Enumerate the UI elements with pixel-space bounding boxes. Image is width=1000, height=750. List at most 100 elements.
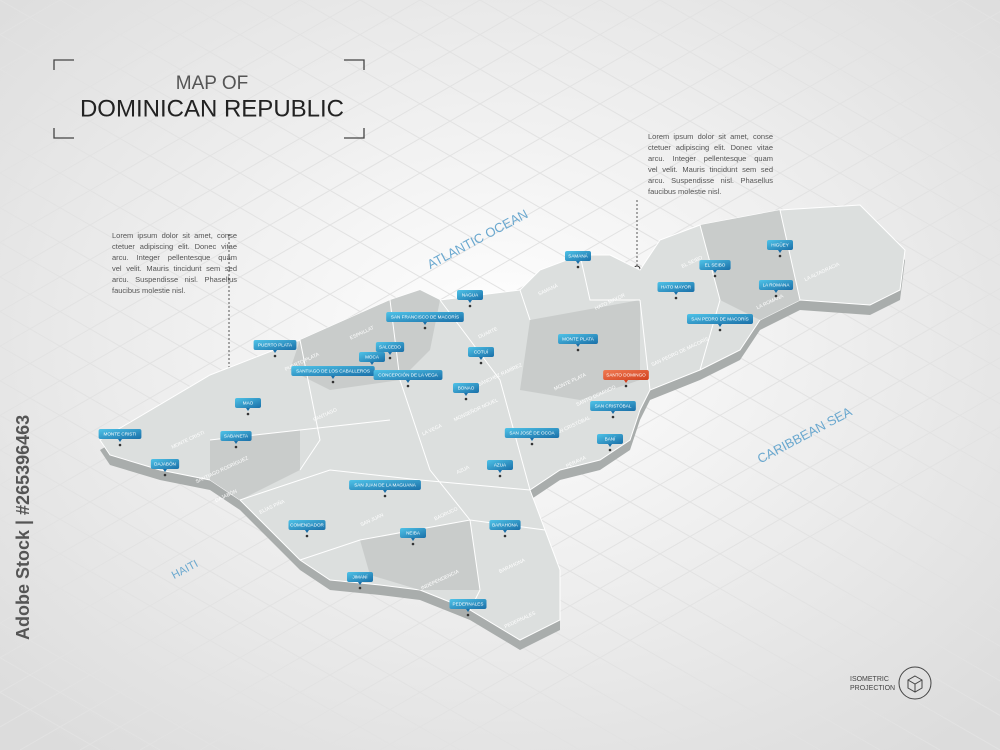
region xyxy=(700,210,800,320)
pin-label-bg xyxy=(359,352,385,362)
city-label: PEDERNALES xyxy=(453,601,484,606)
pin-dot xyxy=(624,384,628,388)
city-label: LA ROMANA xyxy=(763,282,791,287)
grid-line xyxy=(199,287,1000,750)
pin-label-bg xyxy=(220,431,252,441)
projection-label: PROJECTION xyxy=(850,685,895,692)
grid-line xyxy=(0,587,281,750)
note-line: ctetuer adipiscing elit. Donec vitae xyxy=(112,242,237,251)
grid-line xyxy=(539,0,1000,266)
pin-pointer xyxy=(576,344,580,347)
pin-dot xyxy=(713,274,717,278)
pin-pointer xyxy=(273,350,277,353)
pin-dot xyxy=(358,586,362,590)
note-line: vel velit. Mauris tincidunt sem sed xyxy=(112,264,237,273)
pin-pointer xyxy=(383,490,387,493)
pin-dot xyxy=(774,294,778,298)
pin-label-bg xyxy=(758,280,794,290)
note-line: vel velit. Mauris tincidunt sem sed xyxy=(648,165,773,174)
pin-pointer xyxy=(503,530,507,533)
grid-line xyxy=(239,0,1000,440)
note-line: arcu. Integer pellentesque quam xyxy=(112,253,237,262)
cube-icon xyxy=(907,675,923,693)
grid-line xyxy=(0,276,821,750)
pin-label-bg xyxy=(347,572,373,582)
pin-label-bg xyxy=(349,480,421,490)
city-label: DAJABÓN xyxy=(154,460,176,466)
city-label: BONAO xyxy=(458,385,475,390)
grid-line xyxy=(0,0,361,209)
pin-label-bg xyxy=(489,520,521,530)
pin-pointer xyxy=(466,609,470,612)
pin-pointer xyxy=(118,439,122,442)
city-label: SAN JUAN DE LA MAGUANA xyxy=(354,482,416,487)
city-label: JIMANÍ xyxy=(352,573,368,579)
pin-label-bg xyxy=(558,334,598,344)
watermark: Adobe Stock | #265396463 xyxy=(13,415,33,640)
pin-pointer xyxy=(774,290,778,293)
pin-dot xyxy=(464,397,468,401)
pin-label-bg xyxy=(597,434,623,444)
city-label: HATO MAYOR xyxy=(661,284,692,289)
city-label: COMENDADOR xyxy=(290,522,324,527)
pin-dot xyxy=(411,542,415,546)
city-label: EL SEIBO xyxy=(705,262,726,267)
city-label: SAN PEDRO DE MACORÍS xyxy=(691,315,748,321)
city-label: SANTO DOMINGO xyxy=(606,372,646,377)
pin-label-bg xyxy=(468,347,494,357)
note-line: arcu. Suspendisse nisl. Phasellus xyxy=(648,176,773,185)
pin-label-bg xyxy=(291,366,375,376)
grid-line xyxy=(439,426,1000,750)
note-line: faucibus molestie nisl. xyxy=(648,187,722,196)
pin-dot xyxy=(608,448,612,452)
pin-pointer xyxy=(388,352,392,355)
grid-line xyxy=(0,0,301,174)
pin-pointer xyxy=(608,444,612,447)
city-label: BANÍ xyxy=(605,435,616,441)
grid-line xyxy=(779,0,1000,128)
pin-dot xyxy=(331,380,335,384)
city-label: HIGÜEY xyxy=(771,241,789,247)
pin-pointer xyxy=(778,250,782,253)
grid-line xyxy=(259,322,1000,750)
city-label: CONCEPCIÓN DE LA VEGA xyxy=(378,371,438,377)
pin-dot xyxy=(611,415,615,419)
grid-line xyxy=(0,449,521,750)
pin-dot xyxy=(674,296,678,300)
city-label: SAN JOSÉ DE OCOA xyxy=(509,429,555,435)
grid-line xyxy=(119,0,1000,509)
projection-label: ISOMETRIC xyxy=(850,676,889,683)
pin-dot xyxy=(576,348,580,352)
pin-pointer xyxy=(234,441,238,444)
grid-line xyxy=(0,414,581,750)
city-label: MOCA xyxy=(365,354,380,359)
pin-pointer xyxy=(530,438,534,441)
title-small: MAP OF xyxy=(176,73,249,94)
pin-dot xyxy=(383,494,387,498)
pin-dot xyxy=(466,613,470,617)
pin-pointer xyxy=(246,408,250,411)
pin-pointer xyxy=(464,393,468,396)
note-line: Lorem ipsum dolor sit amet, conse xyxy=(112,231,237,240)
pin-pointer xyxy=(358,582,362,585)
pin-pointer xyxy=(331,376,335,379)
grid-line xyxy=(359,0,1000,370)
grid-line xyxy=(0,0,541,313)
title-frame xyxy=(53,59,365,139)
province-label: AZUA xyxy=(456,464,471,475)
grid-line xyxy=(719,0,1000,163)
pin-pointer xyxy=(479,357,483,360)
pin-dot xyxy=(479,361,483,365)
grid-line xyxy=(0,0,241,140)
grid-line xyxy=(0,0,601,347)
pin-pointer xyxy=(406,380,410,383)
note-line: arcu. Integer pellentesque quam xyxy=(648,154,773,163)
pin-label-bg xyxy=(590,401,636,411)
note-line: Lorem ipsum dolor sit amet, conse xyxy=(648,132,773,141)
pin-label-bg xyxy=(386,312,464,322)
pin-dot xyxy=(778,254,782,258)
pin-label-bg xyxy=(767,240,793,250)
pin-label-bg xyxy=(253,340,297,350)
pin-dot xyxy=(273,354,277,358)
